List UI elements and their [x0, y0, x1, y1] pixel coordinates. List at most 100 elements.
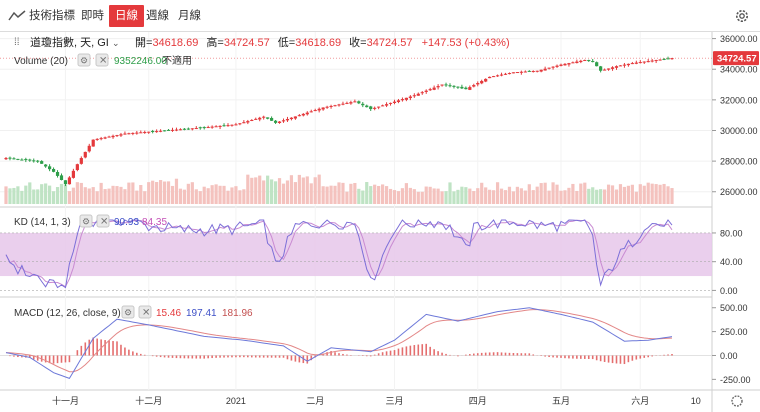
symbol-label[interactable]: 道瓊指數, 天, GI: [30, 35, 109, 49]
tab-monthly[interactable]: 月線: [178, 10, 201, 22]
volume-bar: [488, 189, 492, 204]
volume-bar: [127, 182, 131, 204]
candle-body: [329, 105, 333, 107]
volume-bar: [396, 191, 401, 204]
volume-label[interactable]: Volume (20): [14, 56, 68, 67]
drag-handle-icon[interactable]: ⁞⁞: [14, 37, 20, 48]
volume-bar: [32, 189, 36, 204]
volume-bar: [571, 183, 575, 204]
settings-icon[interactable]: [77, 53, 91, 67]
macd-value: 197.41: [186, 308, 217, 319]
candle-body: [254, 118, 258, 120]
volume-bar: [642, 185, 646, 204]
k-value: 90.93: [114, 217, 139, 228]
time-axis-settings[interactable]: [731, 395, 743, 407]
volume-bar: [472, 191, 476, 204]
candle-body: [606, 68, 611, 70]
macd-label[interactable]: MACD (12, 26, close, 9): [14, 308, 121, 319]
candle-body: [230, 124, 234, 126]
tab-daily[interactable]: 日線: [109, 5, 144, 27]
volume-bar: [317, 174, 321, 204]
volume-bar: [218, 185, 222, 204]
volume-note: 不適用: [162, 54, 192, 67]
candle-body: [559, 64, 563, 66]
price-tick-label: 36000.00: [720, 34, 758, 44]
candle-body: [20, 159, 24, 161]
candle-body: [143, 132, 147, 134]
volume-bar: [591, 187, 595, 204]
candle-body: [377, 106, 381, 108]
candle-body: [174, 129, 179, 131]
candle-body: [523, 71, 527, 73]
volume-bar: [289, 175, 294, 204]
candle-body: [452, 85, 456, 87]
low-label: 低=: [278, 36, 295, 49]
volume-bar: [654, 184, 658, 204]
candle-body: [162, 130, 167, 132]
candle-body: [531, 71, 535, 73]
close-icon[interactable]: [96, 214, 110, 228]
tab-realtime[interactable]: 即時: [81, 10, 104, 22]
volume-bar: [361, 190, 365, 204]
candle-body: [103, 137, 107, 139]
candle-body: [91, 139, 95, 147]
volume-bar: [174, 178, 179, 204]
price-tick-label: 26000.00: [720, 187, 758, 197]
chevron-down-icon[interactable]: ⌄: [112, 38, 120, 48]
candle-body: [587, 60, 591, 62]
candle-body: [436, 86, 440, 88]
candle-body: [440, 84, 444, 86]
close-icon[interactable]: [138, 305, 152, 319]
volume-bar: [432, 188, 436, 204]
candle-body: [551, 66, 555, 68]
candle-body: [369, 106, 373, 110]
tab-weekly[interactable]: 週線: [146, 10, 169, 22]
candle-body: [622, 64, 627, 66]
volume-bar: [547, 190, 551, 204]
volume-bar: [87, 188, 91, 204]
candle-body: [488, 76, 492, 79]
macd-tick-label: 500.00: [720, 303, 748, 313]
candle-body: [206, 127, 210, 129]
indicator-button[interactable]: 技術指標: [8, 5, 75, 27]
hist-value: 15.46: [156, 308, 181, 319]
volume-bar: [539, 183, 543, 204]
volume-bar: [186, 183, 190, 204]
kd-label[interactable]: KD (14, 1, 3): [14, 217, 71, 228]
volume-bar: [408, 187, 412, 204]
volume-bar: [436, 188, 440, 204]
high-value: 34724.57: [224, 37, 270, 49]
candle-body: [630, 63, 634, 65]
candle-body: [392, 101, 397, 103]
gear-icon[interactable]: [731, 395, 743, 407]
candle-body: [48, 166, 52, 170]
candle-body: [583, 60, 587, 62]
candle-body: [12, 158, 16, 160]
candle-body: [293, 116, 297, 119]
candle-body: [75, 164, 79, 171]
volume-bar: [155, 182, 159, 204]
candle-body: [353, 101, 357, 103]
volume-bar: [206, 188, 210, 204]
candle-body: [503, 73, 508, 75]
settings-icon[interactable]: [121, 305, 135, 319]
candle-body: [614, 66, 619, 68]
candle-body: [349, 102, 353, 104]
close-icon[interactable]: [95, 53, 109, 67]
candle-body: [337, 104, 341, 106]
candle-body: [16, 158, 20, 160]
candle-body: [182, 128, 186, 130]
candle-body: [36, 160, 40, 162]
settings-icon[interactable]: [79, 214, 93, 228]
volume-bar: [83, 187, 87, 204]
candle-body: [95, 138, 99, 140]
volume-value: 9352246.00: [114, 56, 167, 67]
volume-bar: [230, 187, 234, 204]
volume-bar: [254, 177, 258, 204]
settings-button[interactable]: [734, 5, 750, 27]
candle-body: [511, 72, 516, 74]
volume-bar: [28, 182, 32, 204]
candle-body: [59, 175, 64, 181]
candle-body: [71, 170, 75, 178]
candle-body: [567, 63, 571, 65]
